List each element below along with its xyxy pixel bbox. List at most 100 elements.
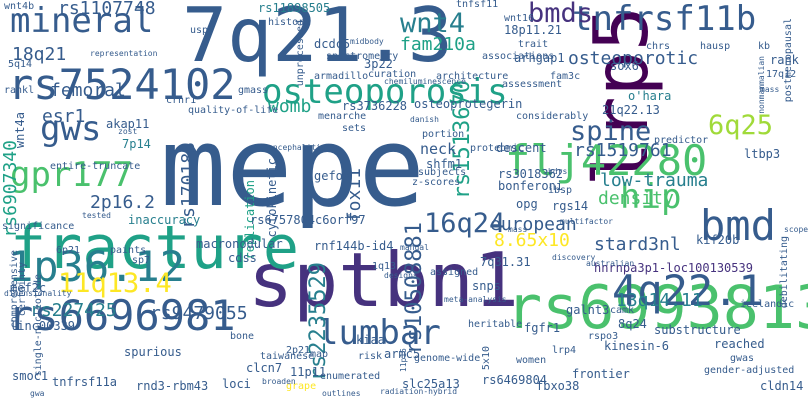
cloud-word: hnrnpa3p1-loc100130539: [594, 261, 753, 275]
cloud-word: menarche: [318, 111, 367, 122]
cloud-word: discovery: [552, 253, 596, 262]
cloud-word: spurious: [124, 345, 182, 359]
cloud-word: flj42280: [505, 136, 708, 185]
cloud-word: 18q21: [12, 44, 67, 65]
cloud-word: wnt4a: [13, 112, 27, 149]
cloud-word: designs: [384, 271, 418, 280]
cloud-word: rs6993813: [506, 273, 808, 343]
cloud-word: sp7: [132, 255, 151, 266]
cloud-word: clcn7: [246, 361, 283, 375]
cloud-word: bonferoni: [498, 179, 564, 193]
cloud-word: curation: [368, 69, 417, 80]
cloud-word: hip: [620, 177, 682, 217]
cloud-word: akap11: [106, 117, 150, 131]
cloud-word: lumbar: [318, 313, 441, 353]
cloud-word: taiwanese: [260, 351, 315, 362]
cloud-word: representation: [90, 49, 158, 58]
cloud-word: european: [490, 214, 577, 235]
cloud-word: 13q14.11: [616, 290, 703, 311]
cloud-word: 11q13.4: [58, 268, 172, 299]
cloud-word: z-scores: [412, 177, 461, 188]
cloud-word: ibsp: [548, 185, 573, 196]
cloud-word: 2p16.2: [90, 192, 156, 213]
cloud-word: 1q13: [372, 261, 397, 272]
cloud-word: esr1: [42, 106, 86, 127]
cloud-word: kif20b: [696, 233, 740, 247]
cloud-word: gpr177: [10, 155, 133, 195]
cloud-word: grape: [286, 381, 317, 392]
cloud-word: rs10508881: [402, 222, 427, 355]
cloud-word: osteoporosis: [262, 72, 508, 112]
cloud-word: stard3nl: [594, 234, 681, 255]
cloud-word: density: [598, 188, 674, 209]
cloud-word: reached: [714, 337, 765, 351]
cloud-word: mass: [508, 225, 528, 234]
cloud-word: encephalitis: [268, 143, 326, 152]
cloud-word: danish: [410, 115, 439, 124]
cloud-word: midbody: [350, 37, 384, 46]
cloud-word: rs3736228: [342, 99, 408, 113]
cloud-word: fam3c: [550, 71, 581, 82]
cloud-word: shfm1: [426, 157, 463, 171]
cloud-word: 8.65x10: [494, 230, 570, 251]
cloud-word: spine: [570, 116, 652, 147]
cloud-word: 3p22: [364, 57, 393, 71]
cloud-word: 2p21: [286, 345, 311, 356]
cloud-word: rs3018362: [498, 167, 564, 181]
cloud-word: assessment: [502, 79, 563, 90]
cloud-word: architecture: [436, 71, 509, 82]
cloud-word: armadillo: [314, 71, 369, 82]
cloud-word: macronodular: [196, 237, 283, 251]
cloud-word: mef2c: [10, 281, 47, 295]
cloud-word: 5x10: [481, 346, 492, 371]
cloud-word: 4q22.1: [612, 266, 764, 315]
cloud-word: crhr1: [166, 95, 197, 106]
cloud-word: considerably: [516, 111, 589, 122]
cloud-word: trait: [518, 39, 549, 50]
cloud-word: rnf144b-id4: [314, 239, 394, 253]
cloud-word: loci: [222, 377, 251, 391]
cloud-word: subjects: [418, 167, 467, 178]
cloud-word: 7q31.31: [480, 255, 531, 269]
cloud-word: fgfr1: [524, 321, 561, 335]
cloud-word: tnfsf11: [456, 0, 499, 10]
cloud-word: arhgap1: [514, 51, 565, 65]
cloud-word: rs7524102: [8, 60, 236, 109]
cloud-word: predictor: [654, 135, 709, 146]
cloud-word: rs6757804c6orf97: [250, 213, 366, 227]
cloud-word: rs1519761: [574, 140, 672, 161]
cloud-word: mineral: [10, 1, 154, 41]
cloud-word: broaden: [262, 377, 296, 386]
cloud-word: dcdc5: [314, 37, 351, 51]
cloud-word: galnt3: [566, 303, 610, 317]
cloud-word: inaccuracy: [128, 213, 201, 227]
cloud-word: rs9479055: [150, 303, 248, 324]
cloud-word: rnd3-rbm43: [136, 379, 209, 393]
cloud-word: smoc1: [12, 369, 49, 383]
cloud-word: lrp4: [552, 345, 577, 356]
cloud-word: paints: [110, 245, 147, 256]
cloud-word: history: [268, 17, 311, 28]
cloud-word: rs2235529: [306, 262, 331, 382]
cloud-word: cdss: [228, 251, 257, 265]
cloud-word: wnt4b: [4, 1, 35, 12]
cloud-word: o'hara: [628, 89, 672, 103]
cloud-word: 1p36.12: [8, 242, 186, 291]
cloud-word: map: [310, 349, 329, 360]
cloud-word: rankl: [4, 85, 35, 96]
cloud-word: 18p11.21: [504, 23, 562, 37]
cloud-word: australian: [586, 259, 635, 268]
cloud-word: outlines: [322, 389, 361, 398]
cloud-word: usp7: [190, 25, 215, 36]
cloud-word: rank: [770, 53, 799, 67]
cloud-word: tnfrsf11b: [572, 0, 757, 39]
cloud-word: rspo3: [588, 331, 619, 342]
cloud-word: osteoprotegerin: [414, 97, 523, 111]
cloud-word: wnt4: [400, 8, 466, 39]
cloud-word: fbxo38: [536, 379, 580, 393]
cloud-word: femoral: [50, 80, 126, 101]
cloud-word: enumerated: [320, 371, 381, 382]
cloud-word: camk: [610, 305, 635, 316]
cloud-word: 6p21: [56, 245, 81, 256]
cloud-word: women: [516, 355, 547, 366]
